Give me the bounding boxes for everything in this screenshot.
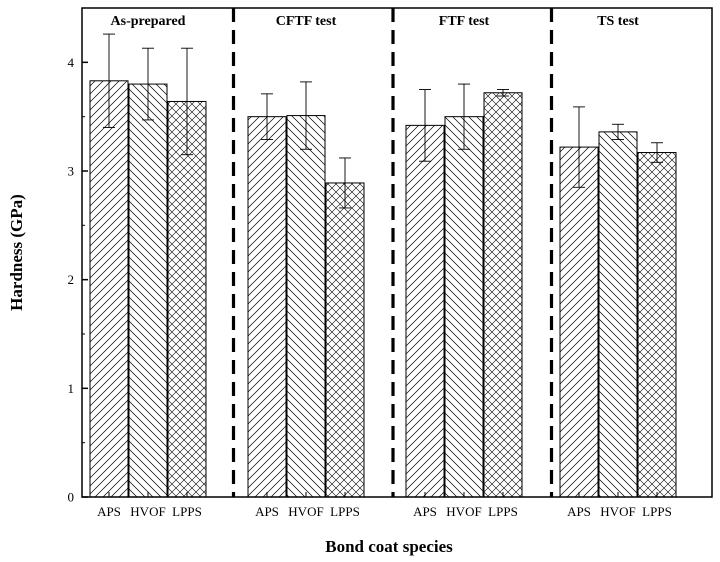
error-bar	[497, 89, 509, 97]
x-tick-label: LPPS	[172, 504, 202, 519]
group-label: CFTF test	[276, 14, 337, 29]
x-tick-label: LPPS	[330, 504, 360, 519]
error-bar	[261, 93, 273, 140]
y-tick-label: 1	[68, 381, 75, 396]
error-bar	[458, 83, 470, 150]
x-tick-label: APS	[255, 504, 279, 519]
bar	[167, 100, 207, 498]
bars	[89, 80, 677, 498]
bar	[286, 115, 326, 498]
x-tick-label: APS	[567, 504, 591, 519]
y-tick-label: 4	[68, 55, 75, 70]
y-tick-label: 0	[68, 490, 75, 505]
group-label: FTF test	[439, 14, 490, 29]
x-tick-label: LPPS	[488, 504, 518, 519]
bar	[247, 116, 287, 498]
error-bars	[103, 33, 663, 209]
x-tick-label: HVOF	[288, 504, 323, 519]
error-bar	[181, 47, 193, 156]
x-tick-label: APS	[97, 504, 121, 519]
bar	[559, 146, 599, 498]
error-bar	[612, 123, 624, 140]
y-axis: 0 1 2 3 4	[68, 55, 88, 505]
error-bar	[339, 157, 351, 209]
x-tick-label: LPPS	[642, 504, 672, 519]
bar	[405, 124, 445, 498]
bar	[128, 83, 168, 498]
x-axis: APS HVOF LPPS APS HVOF LPPS APS HVOF LPPS APS HVOF…	[97, 492, 672, 519]
bar	[637, 152, 677, 498]
x-tick-label: APS	[413, 504, 437, 519]
error-bar	[103, 33, 115, 128]
y-tick-label: 2	[68, 272, 75, 287]
error-bar	[300, 81, 312, 150]
x-tick-label: HVOF	[600, 504, 635, 519]
bar	[325, 182, 365, 498]
group-label: TS test	[597, 14, 639, 29]
bar	[483, 92, 523, 498]
bar	[444, 116, 484, 498]
y-tick-label: 3	[68, 164, 75, 179]
bar	[598, 131, 638, 498]
group-labels: As-prepared CFTF test FTF test TS test	[111, 14, 640, 29]
x-tick-label: HVOF	[446, 504, 481, 519]
y-axis-title: Hardness (GPa)	[7, 194, 26, 311]
error-bar	[651, 142, 663, 163]
x-axis-title: Bond coat species	[325, 537, 453, 556]
group-label: As-prepared	[111, 14, 186, 29]
x-tick-label: HVOF	[130, 504, 165, 519]
error-bar	[142, 47, 154, 121]
group-dividers	[231, 8, 554, 497]
error-bar	[573, 106, 585, 188]
error-bar	[419, 89, 431, 162]
bar	[89, 80, 129, 498]
plot-frame	[81, 7, 713, 498]
